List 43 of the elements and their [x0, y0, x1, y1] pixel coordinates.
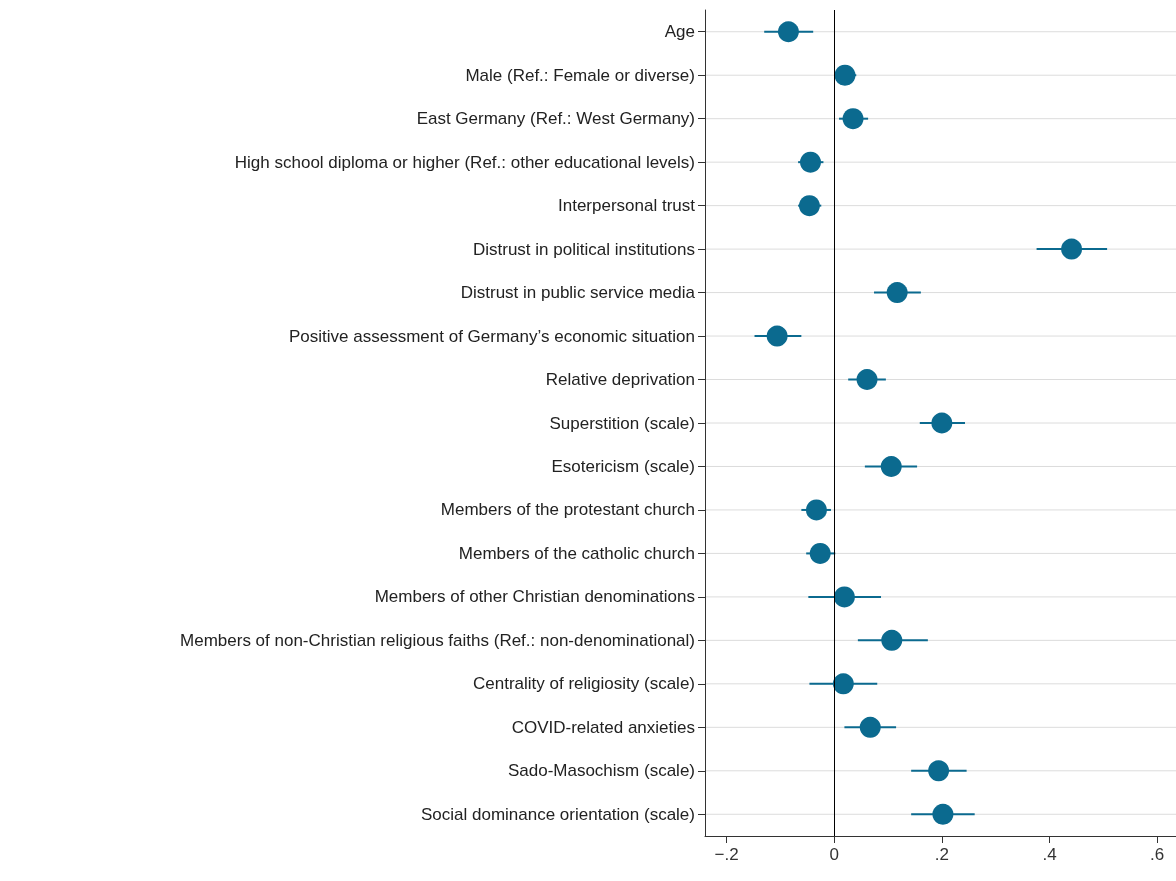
y-tick-label: Age [664, 22, 695, 42]
point [932, 803, 954, 825]
point [856, 369, 878, 391]
point [842, 108, 864, 130]
point [880, 455, 902, 477]
y-tick-label: COVID-related anxieties [511, 717, 695, 737]
point [886, 282, 908, 304]
y-tick-label: Social dominance orientation (scale) [420, 804, 695, 824]
y-tick-label: Positive assessment of Germany’s economic situation [289, 326, 695, 346]
point [928, 760, 950, 782]
point [800, 151, 821, 173]
y-tick-label: Members of non-Christian religious faiths (Ref.: non-denominational) [180, 630, 695, 650]
point [1061, 238, 1083, 260]
point [881, 629, 903, 651]
y-tick-label: Members of other Christian denominations [374, 587, 695, 607]
point [834, 64, 856, 86]
point [833, 586, 855, 608]
point [805, 499, 827, 521]
y-tick-label: Distrust in political institutions [472, 239, 695, 259]
point [859, 716, 881, 738]
y-tick-label: Esotericism (scale) [551, 456, 695, 476]
x-tick-label: .6 [1150, 845, 1165, 864]
x-tick-label: −.2 [714, 845, 739, 864]
y-tick-label: Relative deprivation [545, 370, 695, 390]
y-tick-label: Members of the protestant church [440, 500, 695, 520]
point [809, 542, 831, 564]
point [798, 195, 820, 217]
y-tick-label: Interpersonal trust [557, 196, 696, 216]
y-tick-label: Sado-Masochism (scale) [507, 761, 695, 781]
y-tick-label: Superstition (scale) [549, 413, 695, 433]
x-tick-label: .4 [1042, 845, 1057, 864]
y-tick-label: East Germany (Ref.: West Germany) [416, 109, 695, 129]
point [931, 412, 953, 434]
y-tick-label: Distrust in public service media [460, 283, 696, 303]
point [766, 325, 788, 347]
y-tick-label: Members of the catholic church [458, 543, 695, 563]
x-tick-label: .2 [934, 845, 949, 864]
y-tick-label: Centrality of religiosity (scale) [472, 674, 695, 694]
x-tick-label: 0 [829, 845, 839, 864]
point [777, 21, 799, 43]
point [832, 673, 854, 695]
y-tick-label: Male (Ref.: Female or diverse) [465, 65, 695, 85]
y-tick-label: High school diploma or higher (Ref.: other educational levels) [234, 152, 695, 172]
